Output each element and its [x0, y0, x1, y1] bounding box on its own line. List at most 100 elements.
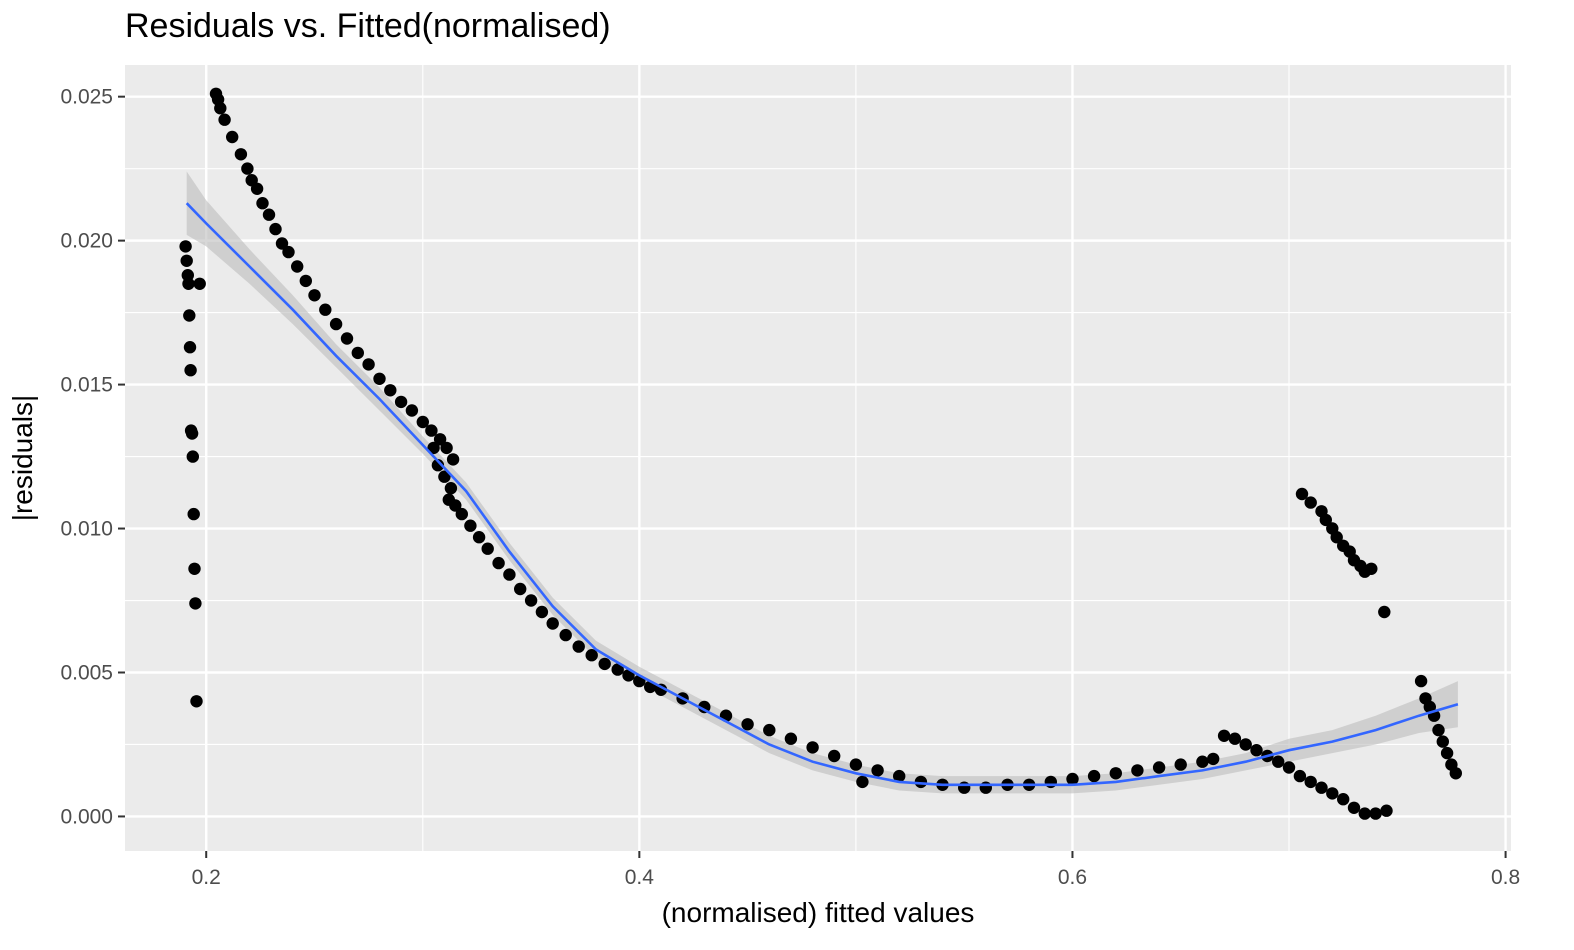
data-point	[275, 237, 289, 250]
data-point	[226, 130, 239, 144]
data-point	[524, 594, 538, 607]
data-point	[503, 568, 516, 581]
data-point	[189, 597, 202, 610]
data-point	[464, 519, 477, 532]
data-point	[572, 640, 585, 653]
y-axis-ticks: 0.000 0.005 0.010 0.015 0.020 0.025	[60, 86, 125, 828]
data-point	[1282, 761, 1296, 774]
data-point	[455, 507, 468, 521]
data-point	[187, 507, 200, 521]
y-tick-label: 0.020	[60, 230, 113, 253]
data-point	[914, 775, 928, 789]
data-point	[893, 769, 906, 783]
data-point	[849, 758, 863, 771]
data-point	[1228, 732, 1242, 745]
scatter-points	[179, 87, 1463, 820]
data-point	[828, 749, 841, 763]
data-point	[1272, 755, 1285, 768]
data-point	[405, 404, 419, 417]
data-point	[188, 562, 201, 575]
data-point	[806, 741, 819, 754]
data-point	[184, 364, 197, 377]
data-point	[1369, 807, 1382, 820]
data-point	[492, 556, 505, 570]
data-point	[179, 240, 192, 253]
data-point	[269, 222, 282, 236]
data-point	[329, 317, 343, 331]
data-point	[1347, 801, 1361, 814]
smooth-fit-line	[185, 202, 1459, 787]
y-tick-label: 0.000	[60, 805, 113, 828]
data-point	[559, 628, 572, 642]
data-point	[535, 605, 549, 619]
data-point	[291, 260, 304, 273]
smooth-line-layer	[185, 202, 1459, 787]
plot-panel	[125, 65, 1511, 851]
confidence-band	[186, 171, 1458, 794]
data-point	[1131, 764, 1144, 777]
grid-lines	[125, 65, 1511, 851]
data-point	[218, 113, 231, 126]
data-point	[472, 531, 486, 544]
data-point	[1319, 513, 1333, 527]
data-point	[1207, 752, 1220, 766]
y-tick-label: 0.005	[60, 661, 113, 684]
data-point	[546, 617, 559, 630]
data-point	[1196, 755, 1209, 768]
data-point	[1087, 769, 1101, 783]
data-point	[1066, 772, 1079, 786]
data-point	[440, 441, 453, 455]
x-axis-ticks: 0.2 0.4 0.6 0.8	[192, 851, 1520, 889]
data-point	[308, 289, 321, 302]
data-point	[1440, 746, 1454, 760]
data-point	[431, 459, 445, 472]
data-point	[373, 372, 386, 385]
data-point	[241, 162, 254, 175]
data-point	[446, 453, 460, 466]
data-point	[319, 303, 332, 316]
data-point	[1152, 761, 1166, 774]
y-tick-label: 0.015	[60, 374, 113, 397]
data-point	[1239, 738, 1252, 751]
data-point	[1315, 781, 1328, 794]
data-point	[1044, 775, 1058, 789]
data-point	[1337, 793, 1350, 806]
data-point	[856, 775, 869, 789]
data-point	[183, 309, 196, 322]
data-point	[262, 208, 276, 221]
chart-title: Residuals vs. Fitted(normalised)	[125, 7, 611, 45]
data-point	[193, 277, 206, 290]
data-point	[1326, 787, 1339, 800]
data-point	[234, 148, 248, 161]
data-point	[741, 718, 754, 731]
data-point	[1295, 487, 1309, 501]
data-point	[871, 764, 884, 777]
data-point	[444, 482, 458, 495]
data-point	[1330, 531, 1343, 544]
data-point	[1304, 775, 1317, 789]
data-point	[438, 470, 451, 483]
data-point	[1358, 807, 1372, 820]
x-tick-label: 0.8	[1491, 866, 1520, 889]
data-point	[183, 341, 197, 354]
y-tick-label: 0.025	[60, 86, 113, 109]
data-point	[416, 415, 429, 429]
y-axis-title: |residuals|	[7, 395, 38, 522]
data-point	[481, 542, 494, 555]
data-point	[1304, 496, 1317, 509]
data-point	[250, 182, 264, 195]
x-axis-title: (normalised) fitted values	[662, 897, 975, 928]
data-point	[282, 245, 295, 259]
data-point	[185, 427, 199, 440]
x-tick-label: 0.6	[1058, 866, 1087, 889]
data-point	[299, 274, 312, 288]
data-point	[784, 732, 798, 745]
data-point	[1432, 723, 1445, 737]
data-point	[186, 450, 199, 463]
x-tick-label: 0.4	[625, 866, 655, 889]
data-point	[190, 695, 203, 708]
data-point	[1109, 767, 1123, 780]
data-point	[1217, 729, 1231, 742]
data-point	[351, 346, 364, 360]
